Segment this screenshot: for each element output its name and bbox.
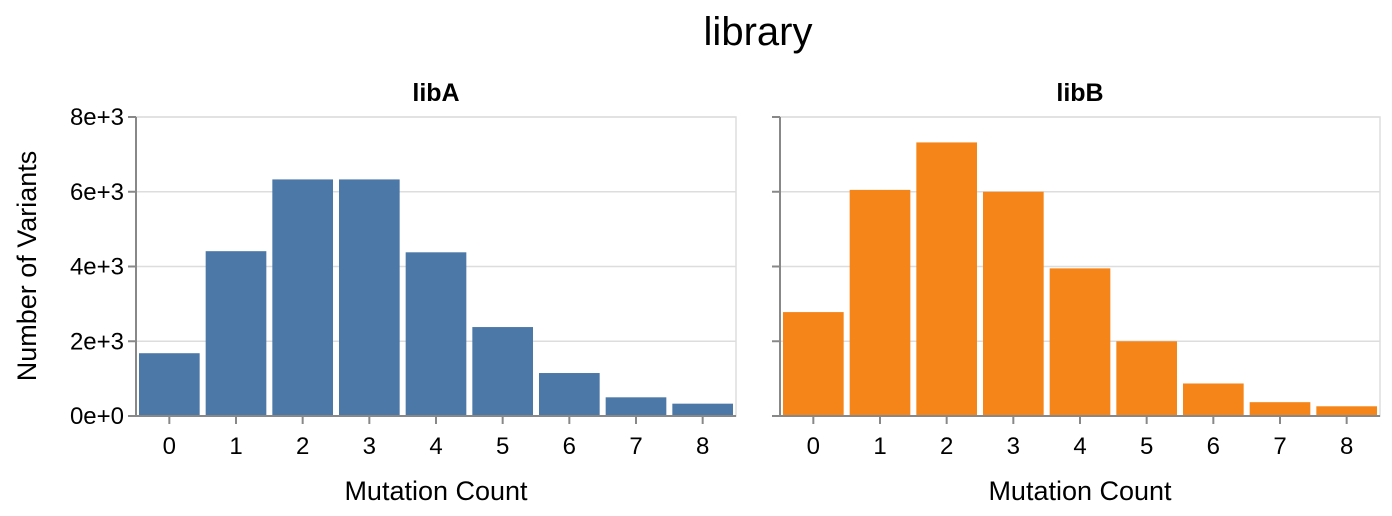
y-tick-label: 2e+3 (70, 328, 124, 355)
bar-libB-6 (1183, 383, 1244, 416)
y-axis-title: Number of Variants (12, 151, 42, 382)
bar-libA-1 (205, 251, 267, 416)
bar-libB-5 (1116, 341, 1177, 416)
x-tick-label: 6 (563, 433, 576, 460)
bar-libB-2 (916, 142, 977, 417)
x-tick-label: 2 (940, 433, 953, 460)
x-tick-label: 6 (1207, 433, 1220, 460)
y-tick-label: 6e+3 (70, 179, 124, 206)
facet-panels: libA 0e+0 2e+3 4e+3 6e+3 8e+3 0 1 2 3 4 5 6 7 8 Mutatio… (70, 79, 1381, 506)
x-tick-label: 5 (1140, 433, 1153, 460)
x-axis-title: Mutation Count (988, 476, 1172, 506)
facet-panel-libB: libB 0 1 2 3 4 5 6 7 8 Mutation Count (772, 79, 1381, 506)
bar-libA-4 (405, 252, 467, 416)
x-axis-title: Mutation Count (344, 476, 528, 506)
bar-libB-7 (1249, 402, 1311, 416)
bar-libB-8 (1316, 406, 1377, 416)
bar-libA-5 (472, 327, 533, 416)
y-tick-label: 8e+3 (70, 104, 124, 131)
x-tick-label: 5 (496, 433, 509, 460)
x-tick-label: 3 (1007, 433, 1020, 460)
x-tick-label: 4 (429, 433, 442, 460)
x-tick-label: 0 (163, 433, 176, 460)
bar-libA-3 (339, 179, 400, 416)
bar-libA-8 (672, 403, 733, 416)
bar-libB-4 (1049, 268, 1111, 416)
x-tick-label: 8 (696, 433, 709, 460)
x-tick-label: 0 (807, 433, 820, 460)
bar-libB-0 (783, 312, 844, 416)
facet-title: libA (412, 79, 459, 107)
facet-panel-libA: libA 0e+0 2e+3 4e+3 6e+3 8e+3 0 1 2 3 4 5 6 7 8 Mutatio… (70, 79, 737, 506)
bar-libA-6 (539, 373, 600, 416)
facet-title: libB (1056, 79, 1103, 107)
x-tick-label: 3 (363, 433, 376, 460)
bar-libA-0 (139, 353, 200, 416)
y-tick-label: 0e+0 (70, 403, 124, 430)
chart-title: library (704, 10, 813, 54)
x-tick-label: 1 (229, 433, 242, 460)
bar-libA-7 (605, 397, 667, 416)
x-tick-label: 4 (1073, 433, 1086, 460)
x-tick-label: 7 (1273, 433, 1286, 460)
bar-libA-2 (272, 179, 333, 416)
bar-libB-3 (983, 191, 1044, 416)
x-tick-label: 7 (629, 433, 642, 460)
x-tick-label: 1 (873, 433, 886, 460)
x-tick-label: 8 (1340, 433, 1353, 460)
bar-libB-1 (849, 189, 911, 416)
y-tick-label: 4e+3 (70, 254, 124, 281)
x-tick-label: 2 (296, 433, 309, 460)
